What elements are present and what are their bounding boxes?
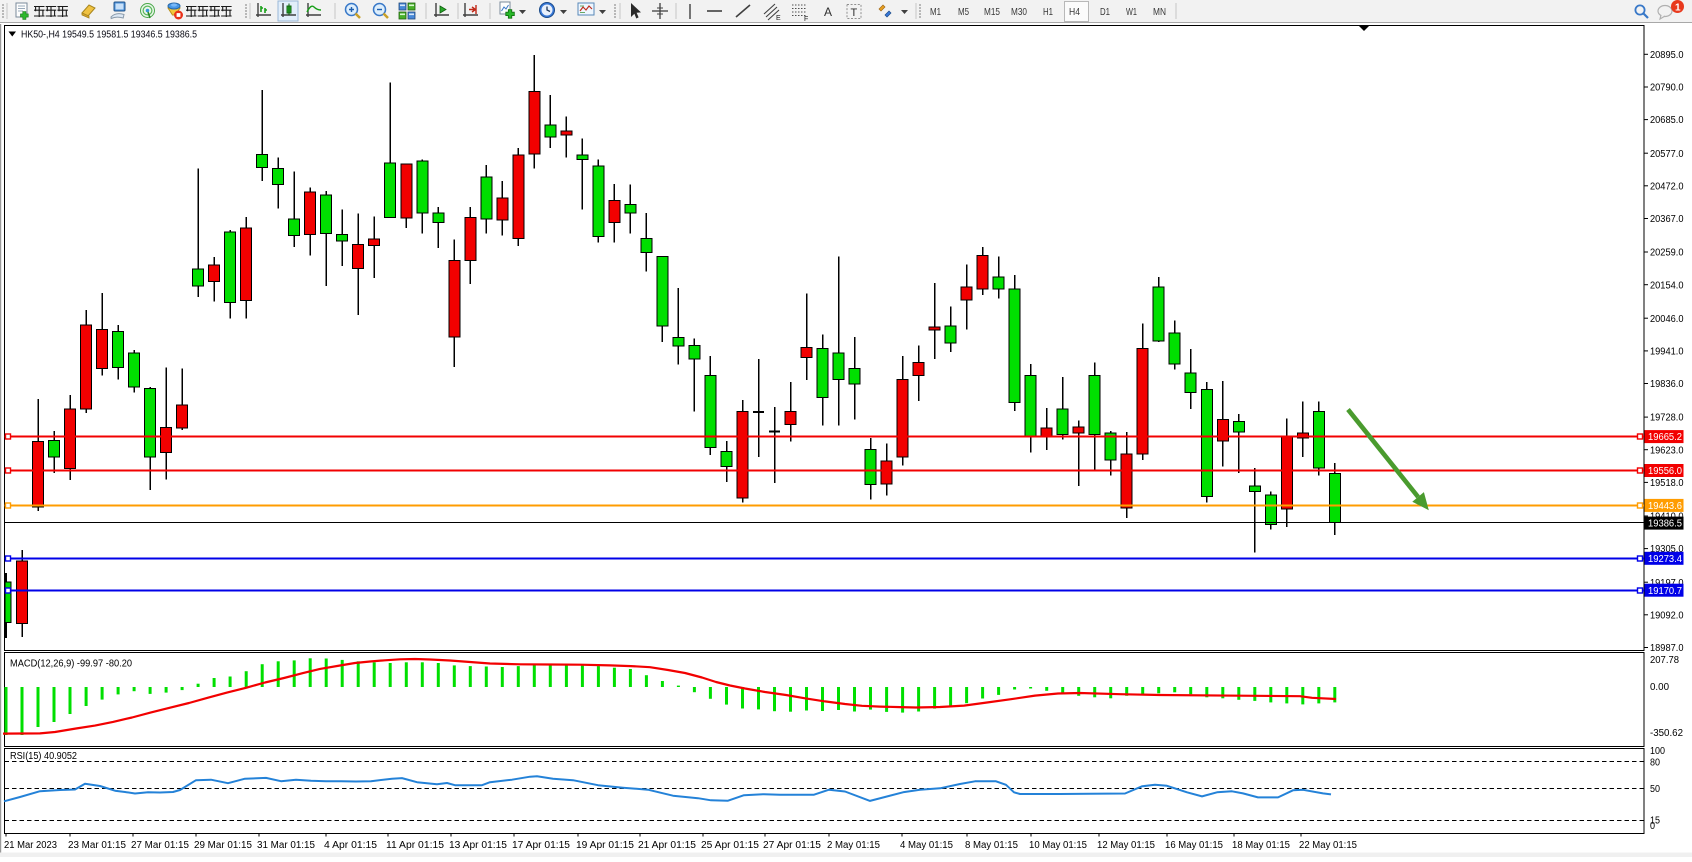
svg-text:MACD(12,26,9) -99.97 -80.20: MACD(12,26,9) -99.97 -80.20 — [10, 659, 132, 670]
svg-text:RSI(15) 40.9052: RSI(15) 40.9052 — [10, 751, 77, 762]
svg-text:19443.6: 19443.6 — [1648, 501, 1682, 512]
svg-text:19728.0: 19728.0 — [1650, 413, 1684, 424]
svg-text:19665.2: 19665.2 — [1648, 432, 1682, 443]
svg-text:20154.0: 20154.0 — [1650, 280, 1684, 291]
svg-text:13 Apr 01:15: 13 Apr 01:15 — [449, 840, 507, 851]
svg-text:19518.0: 19518.0 — [1650, 478, 1684, 489]
svg-text:MN: MN — [1153, 6, 1166, 18]
svg-text:21 Apr 01:15: 21 Apr 01:15 — [638, 840, 696, 851]
svg-text:19197.0: 19197.0 — [1650, 578, 1684, 589]
svg-text:H4: H4 — [1069, 6, 1080, 18]
svg-text:1: 1 — [1675, 3, 1681, 14]
svg-text:M30: M30 — [1011, 6, 1027, 18]
svg-text:19556.0: 19556.0 — [1648, 466, 1682, 477]
svg-text:23 Mar 01:15: 23 Mar 01:15 — [68, 840, 126, 851]
svg-text:19273.4: 19273.4 — [1648, 554, 1682, 565]
svg-text:22 May 01:15: 22 May 01:15 — [1299, 840, 1357, 851]
svg-text:80: 80 — [1650, 757, 1660, 768]
svg-text:4 May 01:15: 4 May 01:15 — [900, 840, 953, 851]
svg-text:25 Apr 01:15: 25 Apr 01:15 — [701, 840, 759, 851]
svg-text:29 Mar 01:15: 29 Mar 01:15 — [194, 840, 252, 851]
svg-text:50: 50 — [1650, 784, 1660, 795]
svg-text:A: A — [824, 5, 832, 19]
svg-text:D1: D1 — [1100, 6, 1110, 18]
svg-text:15: 15 — [1650, 816, 1660, 827]
svg-text:20367.0: 20367.0 — [1650, 214, 1684, 225]
svg-text:27 Mar 01:15: 27 Mar 01:15 — [131, 840, 189, 851]
svg-text:H1: H1 — [1043, 6, 1053, 18]
svg-text:17 Apr 01:15: 17 Apr 01:15 — [512, 840, 570, 851]
svg-text:18987.0: 18987.0 — [1650, 643, 1684, 654]
svg-text:0.00: 0.00 — [1650, 682, 1669, 693]
svg-text:20577.0: 20577.0 — [1650, 149, 1684, 160]
svg-text:-350.62: -350.62 — [1650, 728, 1683, 739]
svg-text:E: E — [776, 15, 781, 22]
svg-text:8 May 01:15: 8 May 01:15 — [965, 840, 1018, 851]
svg-text:12 May 01:15: 12 May 01:15 — [1097, 840, 1155, 851]
svg-text:11 Apr 01:15: 11 Apr 01:15 — [386, 840, 444, 851]
svg-text:0: 0 — [1650, 821, 1655, 832]
svg-text:19092.0: 19092.0 — [1650, 610, 1684, 621]
svg-text:2 May 01:15: 2 May 01:15 — [827, 840, 880, 851]
svg-text:19 Apr 01:15: 19 Apr 01:15 — [576, 840, 634, 851]
svg-text:207.78: 207.78 — [1650, 655, 1679, 666]
svg-text:18 May 01:15: 18 May 01:15 — [1232, 840, 1290, 851]
svg-text:M15: M15 — [984, 6, 1000, 18]
svg-text:19836.0: 19836.0 — [1650, 379, 1684, 390]
svg-text:100: 100 — [1650, 746, 1665, 757]
svg-text:10 May 01:15: 10 May 01:15 — [1029, 840, 1087, 851]
svg-text:21 Mar 2023: 21 Mar 2023 — [4, 840, 57, 851]
svg-text:M1: M1 — [930, 6, 941, 18]
svg-text:20472.0: 20472.0 — [1650, 181, 1684, 192]
svg-text:27 Apr 01:15: 27 Apr 01:15 — [763, 840, 821, 851]
svg-text:20685.0: 20685.0 — [1650, 115, 1684, 126]
svg-text:M5: M5 — [958, 6, 969, 18]
svg-text:20790.0: 20790.0 — [1650, 83, 1684, 94]
svg-text:W1: W1 — [1126, 6, 1137, 18]
svg-text:19623.0: 19623.0 — [1650, 445, 1684, 456]
svg-text:16 May 01:15: 16 May 01:15 — [1165, 840, 1223, 851]
svg-text:20046.0: 20046.0 — [1650, 314, 1684, 325]
svg-text:F: F — [804, 16, 808, 23]
svg-text:19170.7: 19170.7 — [1648, 586, 1682, 597]
svg-text:19386.5: 19386.5 — [1648, 519, 1682, 530]
svg-text:19941.0: 19941.0 — [1650, 347, 1684, 358]
svg-text:4 Apr 01:15: 4 Apr 01:15 — [324, 840, 377, 851]
svg-text:HK50-,H4 19549.5 19581.5 1934: HK50-,H4 19549.5 19581.5 19346.5 19386.5 — [21, 30, 197, 41]
svg-text:31 Mar 01:15: 31 Mar 01:15 — [257, 840, 315, 851]
svg-text:20895.0: 20895.0 — [1650, 50, 1684, 61]
svg-text:20259.0: 20259.0 — [1650, 248, 1684, 259]
svg-text:19305.0: 19305.0 — [1650, 544, 1684, 555]
svg-text:T: T — [851, 7, 858, 19]
